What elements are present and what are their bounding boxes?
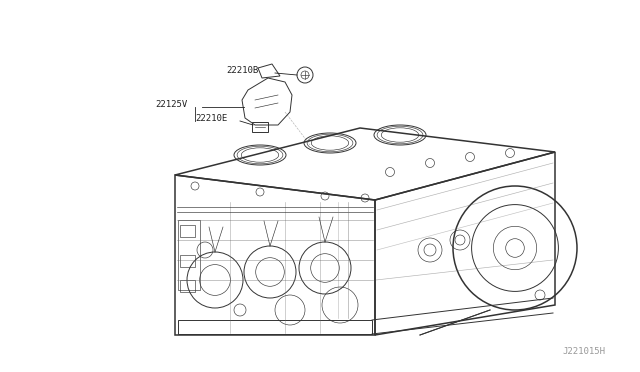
Text: 22210E: 22210E [195,114,227,123]
Bar [180,225,195,237]
Text: J221015H: J221015H [562,347,605,356]
Bar [180,255,195,267]
Bar [180,280,195,292]
Text: 22125V: 22125V [155,100,188,109]
Text: 22210B: 22210B [226,66,259,75]
